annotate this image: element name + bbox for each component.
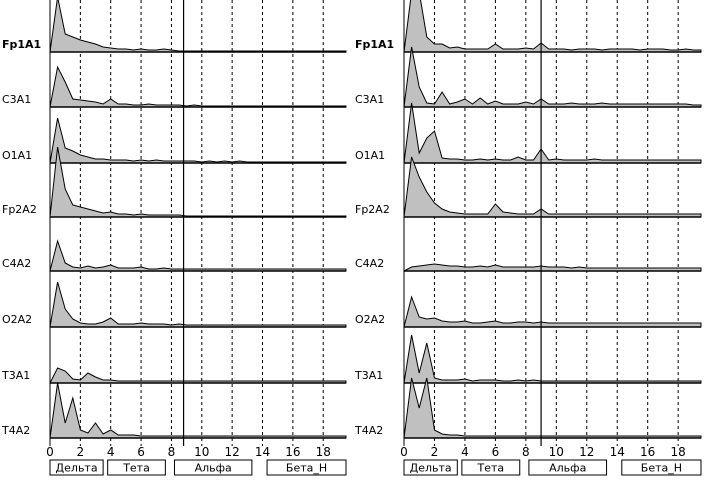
band-label: Дельта [56, 462, 98, 475]
channel-label: T3A1 [354, 369, 383, 382]
band-label: Тета [122, 462, 150, 475]
band-label: Бета_Н [641, 462, 682, 475]
trace-area-fp2a2 [403, 156, 702, 218]
x-tick-label: 6 [492, 445, 500, 459]
band-box [461, 459, 521, 476]
channel-label: C4A2 [355, 257, 384, 270]
trace-area-t3a1 [49, 367, 347, 384]
x-tick-label: 6 [137, 445, 145, 459]
x-tick-label: 12 [579, 445, 594, 459]
channel-label: O1A1 [355, 149, 385, 162]
trace-area-t4a2 [49, 382, 347, 439]
panel-left: Fp1A1 C3A1 O1A1 Fp2A2 C4A2 O2A2 T3A1 T4A2 0 2 4 6 8 1… [1, 0, 347, 476]
channel-label: O2A2 [2, 313, 32, 326]
band-box [621, 459, 702, 476]
trace-area-c4a2 [49, 239, 347, 272]
trace-area-c4a2 [403, 263, 702, 272]
band-box [107, 459, 166, 476]
channel-label: Fp2A2 [2, 203, 37, 216]
trace-area-o2a2 [403, 295, 702, 328]
x-tick-label: 2 [77, 445, 85, 459]
trace-area-t4a2 [403, 377, 702, 439]
panel-right: Fp1A1 C3A1 O1A1 Fp2A2 C4A2 O2A2 T3A1 T4A2 0 2 4 6 8 1… [354, 0, 702, 476]
band-box [173, 459, 253, 476]
trace-area-fp2a2 [49, 146, 347, 218]
x-tick-label: 8 [168, 445, 176, 459]
trace-area-t3a1 [403, 334, 702, 384]
channel-label: T4A2 [1, 424, 30, 437]
channel-label: O2A2 [355, 313, 385, 326]
x-tick-label: 14 [610, 445, 625, 459]
trace-area-o2a2 [49, 281, 347, 328]
x-tick-label: 18 [316, 445, 331, 459]
x-tick-label: 2 [431, 445, 439, 459]
trace-area-fp1a1 [49, 0, 347, 53]
band-label: Бета_Н [286, 462, 327, 475]
channel-label: Fp2A2 [355, 203, 390, 216]
channel-label: C3A1 [2, 93, 31, 106]
band-label: Альфа [195, 462, 232, 475]
channel-label: T4A2 [354, 424, 383, 437]
x-tick-label: 0 [400, 445, 408, 459]
trace-area-o1a1 [403, 102, 702, 164]
x-tick-label: 16 [285, 445, 300, 459]
x-tick-label: 16 [640, 445, 655, 459]
channel-label: O1A1 [2, 149, 32, 162]
trace-area-c3a1 [49, 65, 347, 108]
channel-label: Fp1A1 [355, 38, 394, 51]
x-tick-label: 0 [46, 445, 54, 459]
x-tick-label: 14 [255, 445, 270, 459]
band-box [49, 459, 104, 476]
x-tick-label: 4 [107, 445, 115, 459]
band-label: Дельта [410, 462, 452, 475]
channel-label: T3A1 [1, 369, 30, 382]
trace-area-c3a1 [403, 46, 702, 108]
channel-label: Fp1A1 [2, 38, 41, 51]
band-box [528, 459, 608, 476]
band-box [403, 459, 458, 476]
x-tick-label: 18 [671, 445, 686, 459]
band-label: Тета [476, 462, 504, 475]
band-box [266, 459, 347, 476]
x-tick-label: 8 [522, 445, 530, 459]
channel-label: C3A1 [355, 93, 384, 106]
trace-area-o1a1 [49, 117, 347, 164]
x-tick-label: 10 [194, 445, 209, 459]
x-tick-label: 4 [461, 445, 469, 459]
x-tick-label: 12 [225, 445, 240, 459]
channel-label: C4A2 [2, 257, 31, 270]
band-label: Альфа [549, 462, 586, 475]
trace-area-fp1a1 [403, 0, 702, 53]
x-tick-label: 10 [549, 445, 564, 459]
